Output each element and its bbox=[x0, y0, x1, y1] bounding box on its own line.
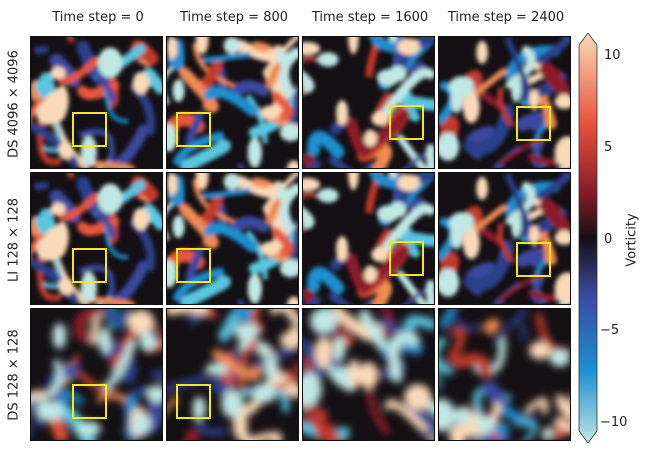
vorticity-panel bbox=[166, 172, 299, 305]
highlight-box bbox=[516, 106, 551, 141]
colorbar-tick-neg10: −10 bbox=[600, 415, 628, 430]
colorbar-tick-10: 10 bbox=[604, 48, 621, 63]
vorticity-panel bbox=[302, 36, 435, 169]
colorbar-tick-0: 0 bbox=[604, 232, 613, 247]
highlight-box bbox=[389, 241, 424, 276]
vorticity-panel bbox=[30, 36, 163, 169]
highlight-box bbox=[389, 105, 424, 140]
highlight-box bbox=[176, 384, 211, 419]
column-title-t2400: Time step = 2400 bbox=[447, 10, 565, 25]
vorticity-panel bbox=[166, 308, 299, 441]
colorbar-gradient bbox=[578, 32, 598, 444]
vorticity-panel bbox=[30, 172, 163, 305]
vorticity-panel bbox=[166, 36, 299, 169]
vorticity-panel bbox=[302, 172, 435, 305]
vorticity-panel bbox=[438, 172, 571, 305]
colorbar-tick-5: 5 bbox=[604, 140, 613, 155]
column-title-t1600: Time step = 1600 bbox=[311, 10, 429, 25]
colorbar bbox=[578, 32, 598, 444]
vorticity-panel bbox=[30, 308, 163, 441]
highlight-box bbox=[72, 248, 107, 283]
vorticity-panel bbox=[438, 36, 571, 169]
colorbar-tick-neg5: −5 bbox=[600, 323, 620, 338]
vorticity-panel bbox=[438, 308, 571, 441]
column-title-t0: Time step = 0 bbox=[52, 10, 144, 25]
vorticity-panel bbox=[302, 308, 435, 441]
column-title-t800: Time step = 800 bbox=[179, 10, 289, 25]
highlight-box bbox=[72, 112, 107, 147]
highlight-box bbox=[176, 248, 211, 283]
highlight-box bbox=[176, 112, 211, 147]
highlight-box bbox=[516, 242, 551, 277]
highlight-box bbox=[72, 384, 107, 419]
